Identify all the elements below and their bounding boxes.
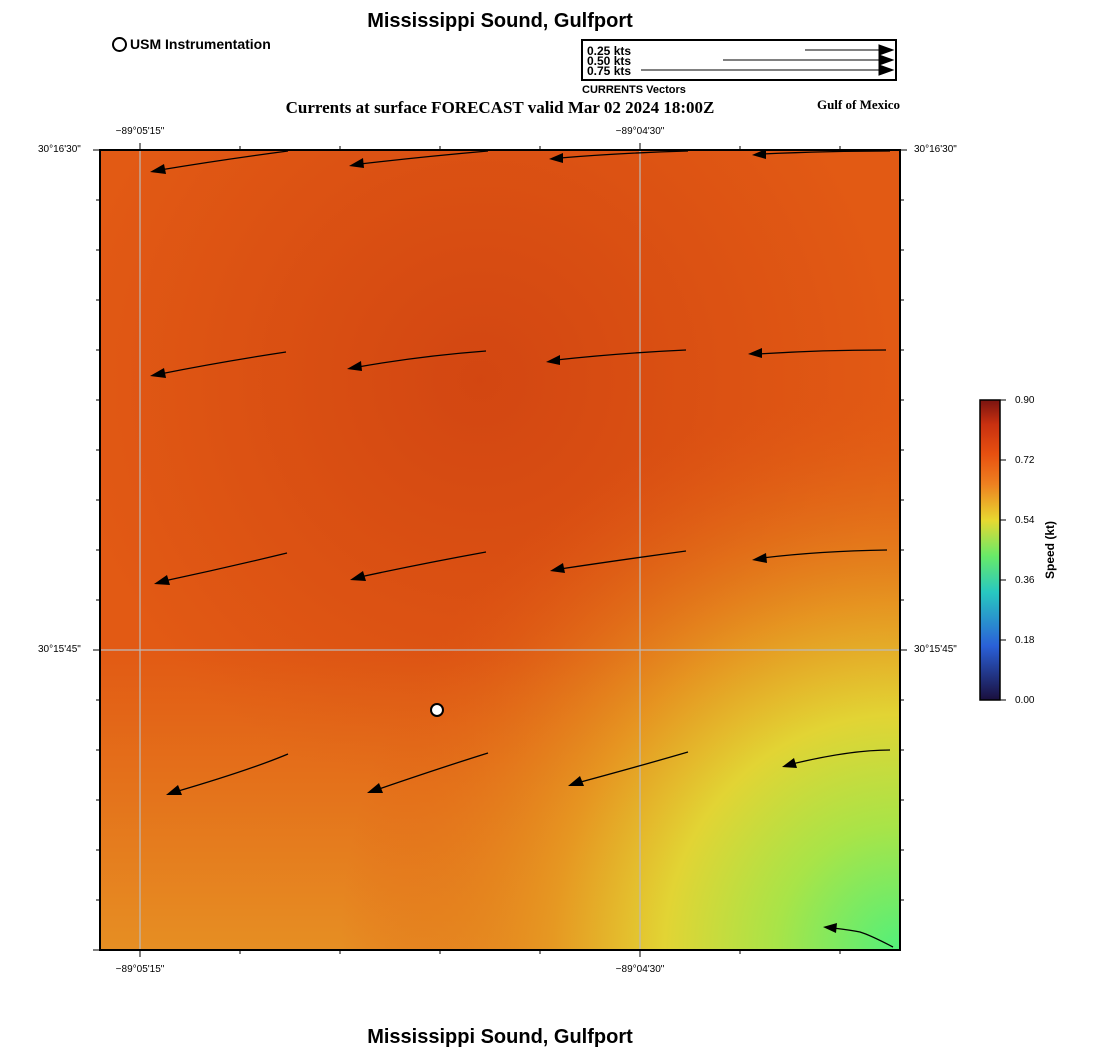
colorbar-tick-5: 0.90: [1015, 395, 1035, 406]
current-vector: [174, 753, 289, 793]
vector-legend-arrowhead-2: [878, 54, 895, 66]
speed-field: [100, 150, 900, 950]
current-vector: [559, 150, 689, 159]
current-vector: [375, 752, 489, 791]
current-vector: [576, 751, 689, 784]
vector-legend-arrowhead-3: [878, 64, 895, 76]
station-marker-icon: [112, 36, 127, 52]
bottom-lon-label-2: −89°04'30": [615, 964, 665, 975]
top-lon-label-2: −89°04'30": [615, 126, 665, 137]
station-legend-label: USM Instrumentation: [130, 36, 271, 52]
vector-legend-label-2: 0.50 kts: [587, 54, 632, 68]
forecast-subtitle: Currents at surface FORECAST valid Mar 0…: [285, 98, 715, 117]
bottom-lon-label-1: −89°05'15": [115, 964, 165, 975]
footer-title: Mississippi Sound, Gulfport: [367, 1026, 633, 1048]
current-vector: [761, 150, 891, 155]
right-lat-label-2: 30°15'45": [914, 644, 957, 655]
left-lat-label-1: 30°16'30": [38, 144, 81, 155]
colorbar-tick-2: 0.36: [1015, 575, 1035, 586]
vector-legend-caption: CURRENTS Vectors: [582, 84, 686, 96]
colorbar-tick-4: 0.72: [1015, 455, 1035, 466]
map-ticks: [93, 143, 907, 957]
current-vector: [832, 927, 894, 948]
current-vector: [555, 349, 687, 361]
map-grid: [100, 150, 900, 950]
colorbar-title: Speed (kt): [1043, 520, 1057, 580]
current-vector: [757, 349, 887, 355]
current-vector: [159, 150, 289, 171]
map-title: Mississippi Sound, Gulfport: [367, 10, 633, 32]
current-vector: [359, 551, 487, 578]
vector-legend-arrowhead-1: [878, 44, 895, 56]
colorbar-tick-3: 0.54: [1015, 515, 1035, 526]
current-vector: [791, 749, 891, 765]
current-vector: [559, 550, 687, 570]
current-vectors: [159, 150, 894, 948]
vector-legend-label-3: 0.75 kts: [587, 64, 632, 78]
vector-legend-arrows: [641, 44, 895, 76]
region-label: Gulf of Mexico: [816, 97, 900, 112]
left-lat-label-2: 30°15'45": [38, 644, 81, 655]
current-vector: [357, 350, 487, 368]
speed-colorbar: [979, 399, 1006, 701]
top-lon-label-1: −89°05'15": [115, 126, 165, 137]
colorbar-tick-1: 0.18: [1015, 635, 1035, 646]
current-vector: [359, 150, 489, 165]
current-vector: [163, 552, 288, 582]
current-vector: [159, 351, 287, 375]
current-vector-heads: [150, 149, 837, 933]
colorbar-tick-0: 0.00: [1015, 695, 1035, 706]
right-lat-label-1: 30°16'30": [914, 144, 957, 155]
usm-station-marker[interactable]: [430, 703, 444, 717]
station-legend: USM Instrumentation: [112, 36, 271, 52]
vector-legend: 0.25 kts 0.50 kts 0.75 kts: [581, 39, 897, 81]
current-vector: [761, 549, 888, 559]
vector-legend-label-1: 0.25 kts: [587, 44, 632, 58]
